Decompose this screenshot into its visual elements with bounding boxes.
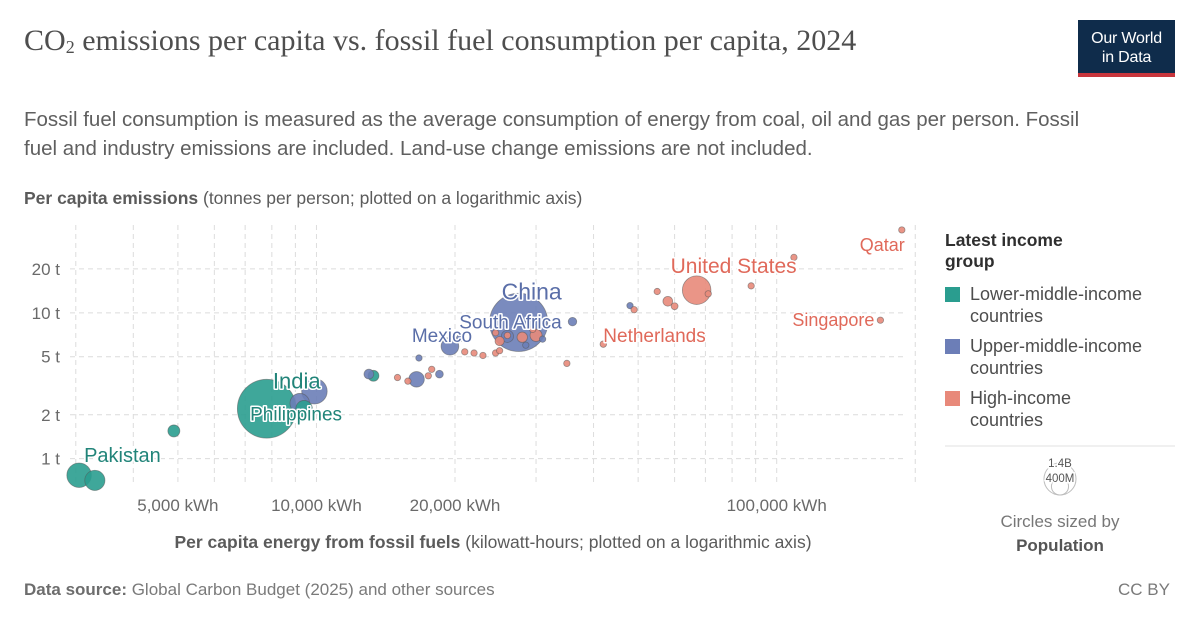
size-legend-large-label: 1.4B [1048,458,1072,470]
x-axis-title: Per capita energy from fossil fuels (kil… [174,532,811,552]
chart-title: CO2 emissions per capita vs. fossil fuel… [24,24,857,57]
data-point [898,226,906,234]
legend-item-line: Upper-middle-income [970,336,1142,356]
our-world-in-data-logo[interactable]: Our World in Data [1078,20,1175,77]
legend-item-line: countries [970,358,1043,378]
data-point [393,373,402,382]
data-point [428,365,436,373]
legend-title-line: Latest income [945,230,1063,250]
data-point [681,275,712,305]
y-tick-label: 1 t [41,450,60,469]
y-axis-title-rest: (tonnes per person; plotted on a logarit… [198,188,582,208]
data-point [790,253,798,261]
size-legend-caption: Circles sized by [1000,512,1120,531]
data-point [670,302,679,311]
x-tick-label: 10,000 kWh [271,496,362,515]
data-point [630,306,638,314]
data-point [435,369,444,379]
data-point [456,334,464,343]
y-axis-title: Per capita emissions (tonnes per person;… [24,188,582,208]
data-point [599,340,607,348]
x-tick-label: 5,000 kWh [137,496,218,515]
data-point [522,341,530,349]
size-legend-small-circle [1050,477,1070,496]
y-tick-label: 5 t [41,348,60,367]
data-point [496,347,504,355]
point-label: Philippines [250,405,342,426]
data-source[interactable]: Data source: Global Carbon Budget (2025)… [24,580,495,599]
axis-layer: Per capita emissions (tonnes per person;… [24,188,827,552]
data-point [662,295,674,307]
data-point [563,359,571,368]
chart-subtitle: Fossil fuel consumption is measured as t… [24,108,1080,160]
y-tick-label: 2 t [41,406,60,425]
legend-item-line: countries [970,410,1043,430]
data-point [440,337,460,356]
data-point [479,351,487,360]
data-point [567,316,578,327]
legend-item-line: High-income [970,388,1071,408]
point-label: Mexico [412,326,472,347]
data-point [295,400,313,418]
data-point [491,329,500,337]
data-point [408,371,425,388]
legend-item-label: Upper-middle-income countries [970,336,1142,378]
logo-line-2: in Data [1101,49,1152,66]
data-point [876,316,885,324]
data-point [494,336,505,347]
legend-swatch [945,287,960,302]
data-point [424,372,432,380]
point-label: South Africa [459,312,562,333]
license-link[interactable]: CC BY [1118,580,1170,599]
legend-item-label: High-income countries [970,388,1071,430]
data-point [404,377,412,385]
legend-item-label: Lower-middle-income countries [970,284,1142,326]
data-point [461,348,469,356]
logo-line-1: Our World [1091,30,1162,47]
point-label: Qatar [860,235,905,255]
data-point [538,335,547,343]
legend-swatch [945,339,960,354]
point-label: Singapore [792,310,874,330]
size-legend-small-label: 400M [1046,473,1075,485]
point-label: India [273,369,321,394]
data-point [503,331,512,340]
legend-item-line: countries [970,306,1043,326]
data-point [470,349,478,357]
data-point [363,368,375,380]
data-point [415,354,423,362]
y-tick-label: 20 t [32,260,61,279]
y-axis-title-bold: Per capita emissions [24,188,198,208]
legend-item-line: Lower-middle-income [970,284,1142,304]
grid-layer [70,225,916,485]
point-label: Pakistan [84,445,161,467]
y-tick-label: 10 t [32,304,61,323]
x-axis-title-bold: Per capita energy from fossil fuels [174,532,460,552]
data-point [167,424,181,438]
legend-title: Latest income group [945,230,1063,271]
legend-title-line: group [945,251,995,271]
data-point [84,469,106,491]
points-layer [66,226,906,491]
data-point [653,287,661,296]
x-tick-label: 100,000 kWh [727,496,827,515]
data-point [516,331,528,343]
point-label: United States [671,255,797,278]
data-point [704,290,712,298]
x-tick-label: 20,000 kWh [410,496,501,515]
data-point [747,282,755,290]
size-legend-variable: Population [1016,536,1104,555]
data-point [529,325,537,333]
legend-swatch [945,391,960,406]
point-label: Netherlands [603,326,705,347]
point-label: China [502,278,562,304]
x-axis-title-rest: (kilowatt-hours; plotted on a logarithmi… [460,532,811,552]
